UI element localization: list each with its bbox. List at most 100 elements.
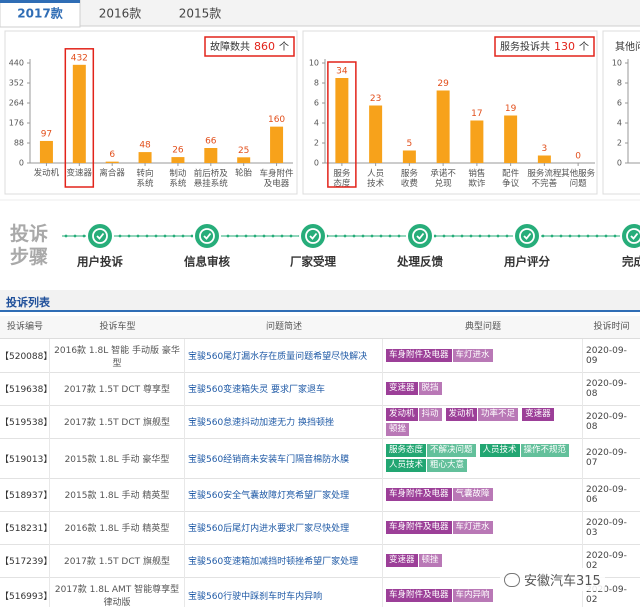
tag-issue: 车灯进水 (452, 521, 493, 534)
steps-dot (64, 234, 68, 238)
step-icon (86, 222, 114, 250)
table-row: 【519638】 2017款 1.5T DCT 尊享型 宝骏560变速箱失灵 要求厂… (0, 372, 640, 406)
step-icon-ring (412, 228, 428, 244)
text-line: 欺诈 (468, 178, 486, 189)
tab[interactable]: 2015款 (179, 7, 222, 21)
step-icon-glyph (96, 232, 105, 240)
summary[interactable]: 宝骏560后尾灯内进水要求厂家尽快处理 (188, 524, 350, 534)
text-line: 及电器 (264, 178, 290, 189)
y-tick-label: 440 (9, 59, 24, 68)
bar (504, 115, 518, 163)
complaint-id: 【520088】 (0, 352, 50, 362)
bar (138, 152, 152, 163)
summary[interactable]: 宝骏560行驶中踩刹车时车内异响 (188, 591, 323, 602)
step-label: 厂家受理 (290, 255, 336, 269)
steps-dot (568, 234, 572, 238)
step-icon-ring (305, 228, 321, 244)
tab[interactable]: 2016款 (99, 7, 142, 21)
steps-dot (478, 234, 482, 238)
model-cell: 2015款 1.8L 手动 豪华型 (50, 438, 185, 478)
title-highlight (204, 36, 295, 57)
data-label: 29 (437, 79, 449, 89)
summary[interactable]: 宝骏560变速箱加减挡时顿挫希望厂家处理 (188, 557, 359, 567)
tags-cell: 车身附件及电器 气囊故障 (383, 478, 583, 511)
bar (237, 157, 251, 163)
tag-issue: 操作不规范 (520, 444, 570, 457)
bar (335, 78, 349, 163)
tab-active (0, 0, 81, 28)
tag-category: 人员技术 (479, 444, 520, 457)
text-line: 不完善 (532, 178, 558, 189)
id-cell: 【520088】 (0, 339, 50, 372)
tags-cell: 车身附件及电器 车灯进水 (383, 511, 583, 544)
summary[interactable]: 宝骏560安全气囊故障灯亮希望厂家处理 (188, 491, 350, 501)
y-tick-label: 4 (314, 119, 319, 128)
y-tick-label: 10 (612, 59, 622, 68)
summary-cell: 宝骏560后尾灯内进水要求厂家尽快处理 (185, 511, 383, 544)
summary[interactable]: 宝骏560尾灯漏水存在质量问题希望尽快解决 (188, 352, 368, 362)
y-tick-label: 2 (617, 139, 622, 148)
step-icon (620, 222, 640, 250)
y-tick-label: 352 (9, 79, 24, 88)
complaint-date: 2020-09-03 (586, 517, 627, 538)
step-icon (513, 222, 541, 250)
step-icon-ring (199, 228, 215, 244)
steps-dot (334, 234, 338, 238)
summary[interactable]: 宝骏560怠速抖动加速无力 换挡顿挫 (188, 418, 335, 428)
steps-dot (289, 234, 293, 238)
x-tick-label: 制动系统 (169, 168, 187, 189)
bar-highlight (64, 48, 95, 188)
date-cell: 2020-09-02 (583, 577, 640, 607)
model-cell: 2017款 1.5T DCT 旗舰型 (50, 544, 185, 577)
summary[interactable]: 宝骏560经销商未安装车门隔音棉防水膜 (188, 454, 350, 465)
step-icon-glyph (416, 232, 425, 240)
complaint-date: 2020-09-08 (586, 411, 627, 432)
step-icon-glyph (523, 232, 532, 240)
steps-dot (73, 234, 77, 238)
table-row: 【516993】 2017款 1.8L AMT 智能尊享型 律动版 宝骏560行驶中… (0, 577, 640, 607)
x-tick-label: 服务收费 (401, 168, 419, 189)
tags-cell: 变速器 顿挫 (383, 544, 583, 577)
date-cell: 2020-09-08 (583, 372, 640, 405)
steps-dot (163, 234, 167, 238)
tags-cell: 变速器 脱挡 (383, 372, 583, 405)
x-tick-label: 车身附件及电器 (260, 168, 295, 189)
text-line: 其他服务 (561, 168, 596, 179)
steps-dot (613, 234, 617, 238)
table-row: 【520088】 2016款 1.8L 智能 手动版 豪华型 宝骏560尾灯漏水存在… (0, 339, 640, 373)
summary[interactable]: 宝骏560变速箱失灵 要求厂家退车 (188, 385, 326, 395)
table-row: 【518937】 2015款 1.8L 手动 精英型 宝骏560安全气囊故障灯亮希望… (0, 478, 640, 512)
steps-dot (271, 234, 275, 238)
table-row: 【518231】 2016款 1.8L 手动 精英型 宝骏560后尾灯内进水要求厂家… (0, 511, 640, 545)
text-line: 兑现 (435, 178, 453, 189)
y-tick-label: 6 (617, 99, 622, 108)
text-line: 系统 (169, 178, 187, 189)
data-label: 3 (542, 144, 548, 154)
tag-category: 车身附件及电器 (386, 488, 452, 501)
summary-cell: 宝骏560安全气囊故障灯亮希望厂家处理 (185, 478, 383, 511)
tab[interactable]: 2017款 (17, 6, 63, 21)
summary-cell: 宝骏560变速箱加减挡时顿挫希望厂家处理 (185, 544, 383, 577)
steps-dot (541, 234, 545, 238)
x-tick-label: 销售欺诈 (468, 168, 486, 189)
data-label: 26 (172, 146, 184, 156)
summary-cell: 宝骏560经销商未安装车门隔音棉防水膜 (185, 438, 383, 478)
y-tick-label: 0 (19, 159, 24, 168)
complaint-date: 2020-09-07 (586, 448, 627, 468)
tag-issue: 气囊故障 (452, 488, 493, 501)
list-title: 投诉列表 (6, 296, 50, 309)
model-cell: 2017款 1.5T DCT 旗舰型 (50, 405, 185, 438)
watermark-text: 安徽汽车315 (524, 574, 601, 589)
text-line: 前后桥及 (194, 168, 229, 179)
bar (204, 148, 218, 163)
y-tick-label: 8 (617, 79, 622, 88)
id-cell: 【518231】 (0, 511, 50, 544)
steps-dot (460, 234, 464, 238)
complaint-date: 2020-09-09 (586, 345, 627, 366)
car-model: 2017款 1.5T DCT 尊享型 (63, 385, 170, 395)
x-tick-label: 转向系统 (137, 168, 155, 189)
x-tick-label: 服务态度 (333, 168, 351, 189)
table-row: 【517239】 2017款 1.5T DCT 旗舰型 宝骏560变速箱加减挡时顿挫… (0, 544, 640, 578)
title-prefix: 服务投诉共 (500, 40, 550, 53)
bar (270, 126, 284, 163)
